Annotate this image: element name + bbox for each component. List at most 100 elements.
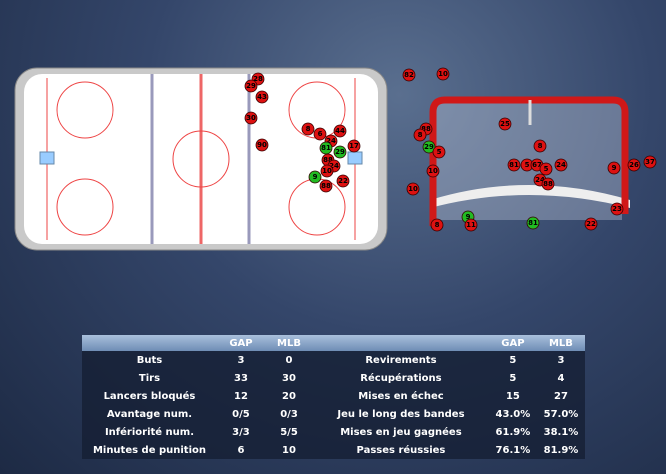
shot-dot xyxy=(255,90,269,104)
table-cell: Buts xyxy=(82,351,217,369)
shot-marker: 22 xyxy=(584,217,598,231)
shot-label: 9 xyxy=(612,164,617,172)
shot-label: 22 xyxy=(338,177,348,185)
shot-label: 6 xyxy=(318,130,323,138)
shot-label: 82 xyxy=(404,71,414,79)
shot-marker: 10 xyxy=(320,164,334,178)
shot-dot xyxy=(554,158,568,172)
shot-label: 10 xyxy=(408,185,418,193)
table-cell: 76.1% xyxy=(488,441,537,459)
shot-label: 11 xyxy=(466,221,476,229)
shot-dot xyxy=(308,170,322,184)
shot-label: 8 xyxy=(306,125,311,133)
shot-dot xyxy=(422,140,436,154)
shot-label: 9 xyxy=(313,173,318,181)
table-cell: Récupérations xyxy=(313,369,489,387)
shot-marker: 8 xyxy=(533,139,547,153)
shot-dot xyxy=(533,139,547,153)
shot-marker: 11 xyxy=(464,218,478,232)
shot-dot xyxy=(464,218,478,232)
goal xyxy=(429,96,630,226)
shot-label: 81 xyxy=(509,161,519,169)
shot-marker: 90 xyxy=(255,138,269,152)
table-cell: Mises en jeu gagnées xyxy=(313,423,489,441)
shot-label: 10 xyxy=(322,167,332,175)
table-cell: 0/3 xyxy=(264,405,314,423)
shot-label: 30 xyxy=(246,114,256,122)
shot-dot xyxy=(426,164,440,178)
shot-marker: 25 xyxy=(498,117,512,131)
header-cell: GAP xyxy=(488,335,537,351)
shot-marker: 10 xyxy=(436,67,450,81)
table-cell: 3/3 xyxy=(216,423,265,441)
shot-marker: 81 xyxy=(507,158,521,172)
header-cell xyxy=(313,335,489,351)
shot-dot xyxy=(402,68,416,82)
shot-label: 29 xyxy=(246,82,256,90)
table-cell: 3 xyxy=(216,351,265,369)
shot-label: 88 xyxy=(321,182,331,190)
shot-marker: 24 xyxy=(554,158,568,172)
shot-dot xyxy=(347,139,361,153)
table-cell: 5 xyxy=(488,351,537,369)
shot-marker: 17 xyxy=(347,139,361,153)
shot-marker: 81 xyxy=(526,216,540,230)
shot-dot xyxy=(627,158,641,172)
shot-marker: 88 xyxy=(541,177,555,191)
shot-marker: 10 xyxy=(426,164,440,178)
shot-dot xyxy=(643,155,657,169)
shot-marker: 8 xyxy=(301,122,315,136)
shot-dot xyxy=(244,111,258,125)
shot-label: 29 xyxy=(424,143,434,151)
table-row: Avantage num. 0/5 0/3 Jeu le long des bande… xyxy=(82,405,585,423)
shot-label: 29 xyxy=(335,148,345,156)
shot-label: 88 xyxy=(543,180,553,188)
table-row: Lancers bloqués 12 20 Mises en échec 15 27 xyxy=(82,387,585,405)
table-cell: Tirs xyxy=(82,369,217,387)
table-cell: 5/5 xyxy=(264,423,314,441)
shot-dot xyxy=(244,79,258,93)
shot-label: 8 xyxy=(418,131,423,139)
shot-label: 26 xyxy=(629,161,639,169)
table-cell: Jeu le long des bandes xyxy=(313,405,489,423)
shot-dot xyxy=(313,127,327,141)
table-cell: Minutes de punition xyxy=(82,441,217,459)
shot-marker: 9 xyxy=(308,170,322,184)
shot-label: 24 xyxy=(329,162,339,170)
table-cell: 15 xyxy=(488,387,537,405)
shot-dot xyxy=(610,202,624,216)
table-row: Minutes de punition 6 10 Passes réussies 76.… xyxy=(82,441,585,459)
table-row: Buts 3 0 Revirements 5 3 xyxy=(82,351,585,369)
shot-label: 24 xyxy=(535,176,545,184)
shot-label: 28 xyxy=(253,75,263,83)
table-cell: 0 xyxy=(264,351,314,369)
table-cell: Revirements xyxy=(313,351,489,369)
shot-dot xyxy=(333,145,347,159)
shot-label: 43 xyxy=(257,93,267,101)
shot-dot xyxy=(507,158,521,172)
table-cell: 6 xyxy=(216,441,265,459)
table-cell: Avantage num. xyxy=(82,405,217,423)
shot-label: 88 xyxy=(421,125,431,133)
shot-label: 24 xyxy=(556,161,566,169)
table-cell: 20 xyxy=(264,387,314,405)
table-cell: Infériorité num. xyxy=(82,423,217,441)
shot-marker: 29 xyxy=(244,79,258,93)
table-row: Infériorité num. 3/3 5/5 Mises en jeu gagné… xyxy=(82,423,585,441)
shot-dot xyxy=(255,138,269,152)
shot-marker: 6 xyxy=(313,127,327,141)
shot-label: 24 xyxy=(326,137,336,145)
shot-label: 88 xyxy=(323,156,333,164)
table-cell: 30 xyxy=(264,369,314,387)
shot-marker: 29 xyxy=(422,140,436,154)
shot-dot xyxy=(607,161,621,175)
rink-lines xyxy=(39,74,363,244)
table-cell: 81.9% xyxy=(536,441,585,459)
table-cell: Passes réussies xyxy=(313,441,489,459)
shot-marker: 81 xyxy=(319,141,333,155)
shot-label: 5 xyxy=(437,148,442,156)
shot-label: 17 xyxy=(349,142,359,150)
shot-marker: 43 xyxy=(255,90,269,104)
